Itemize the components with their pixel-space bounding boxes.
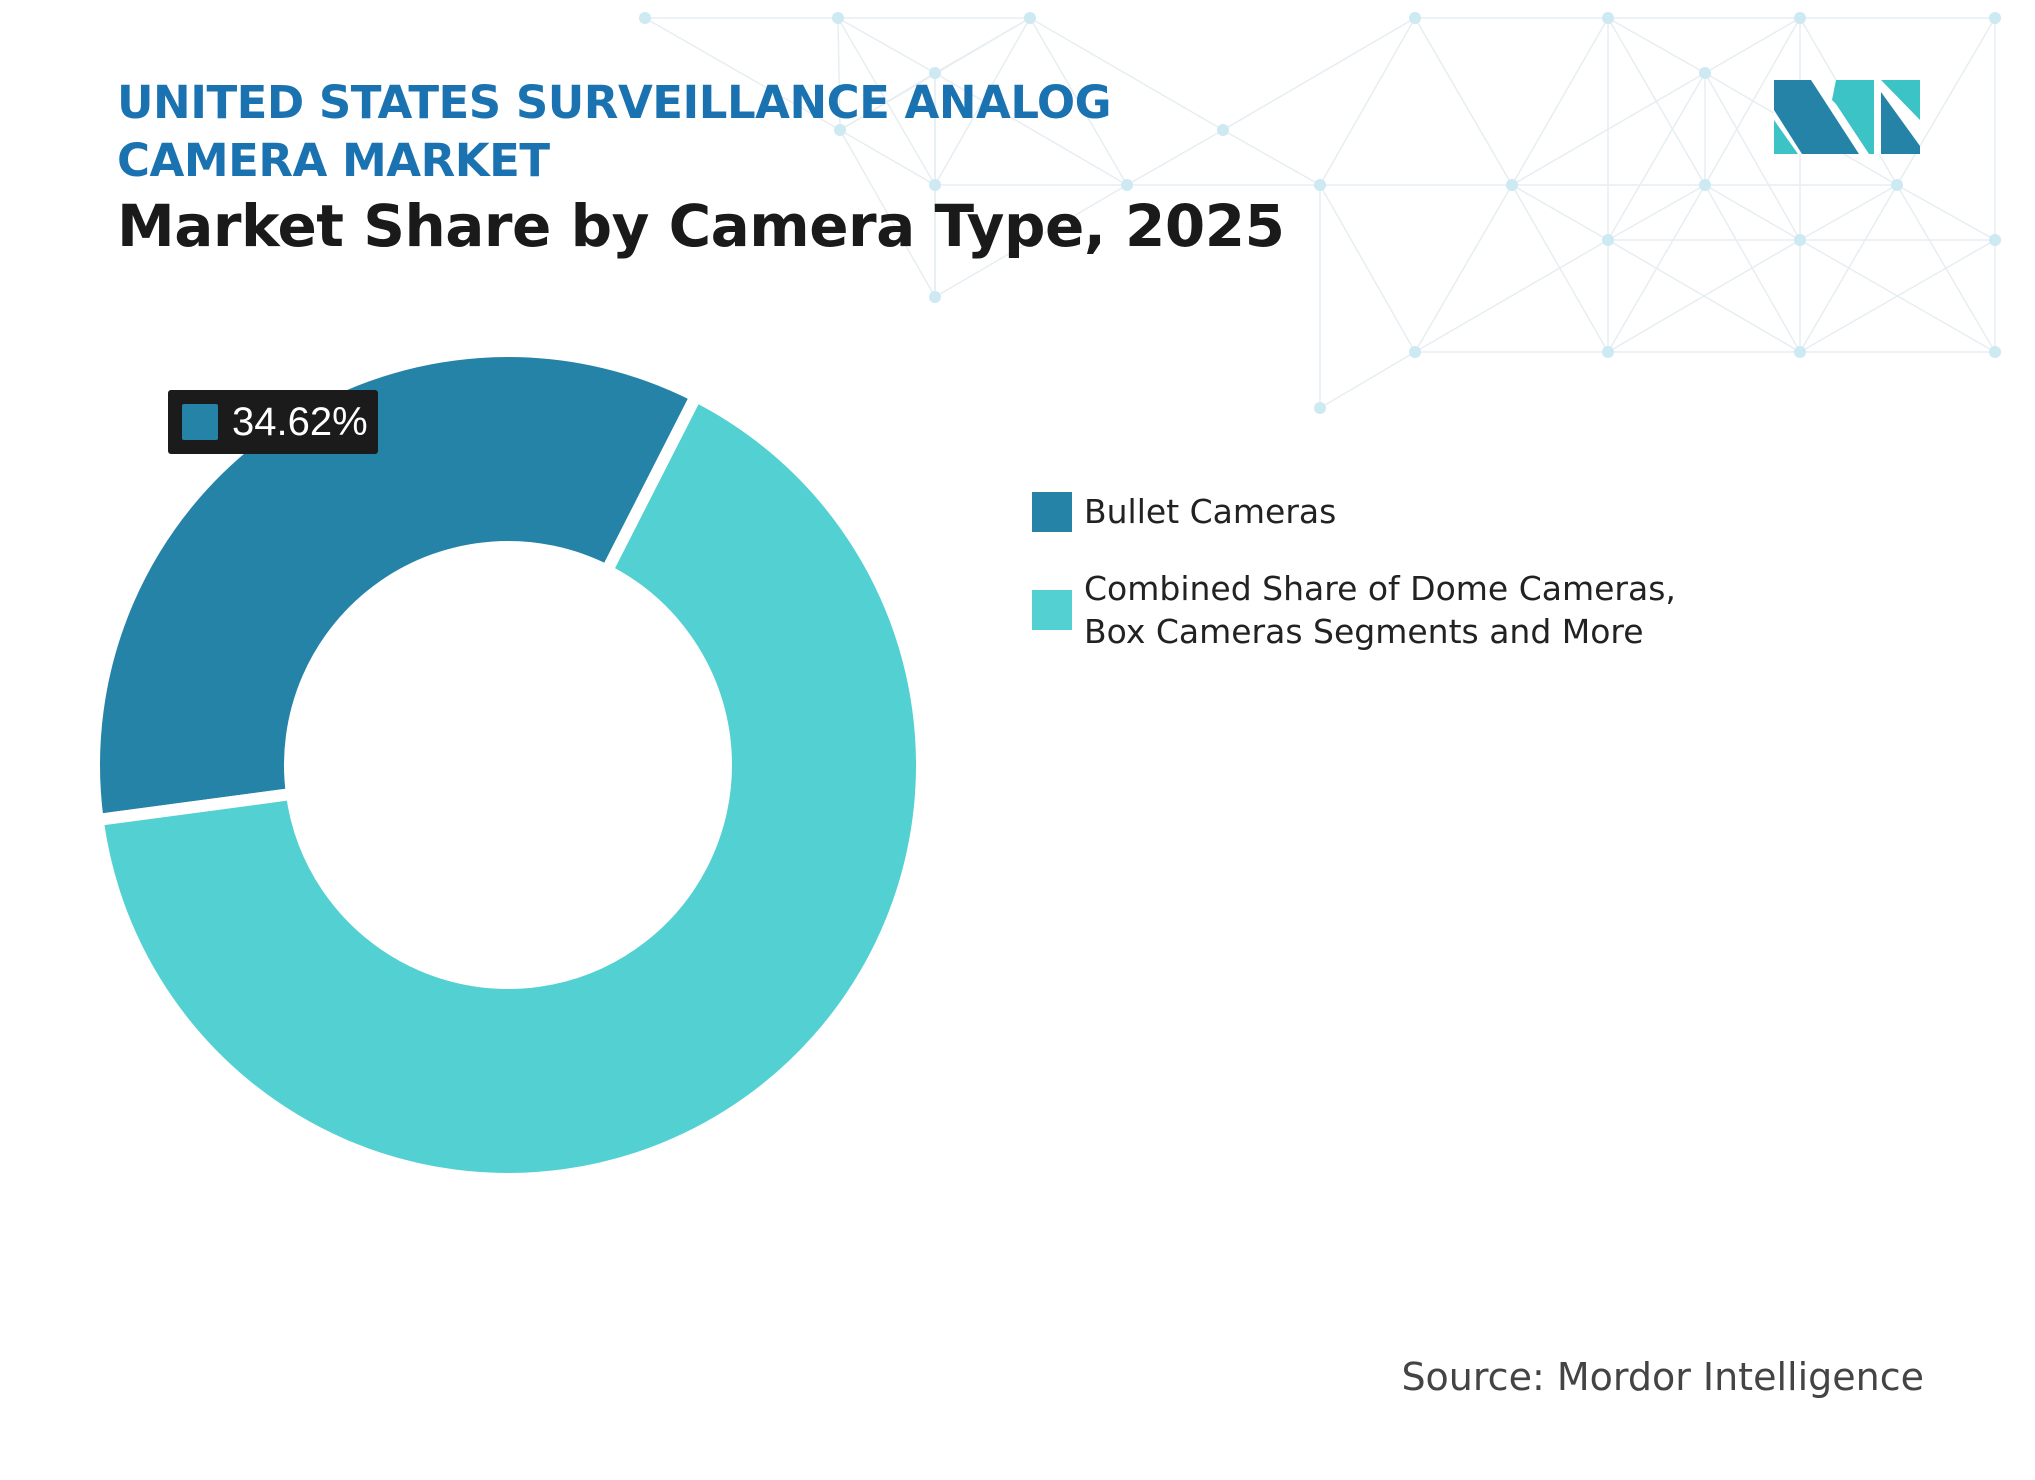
legend: Bullet Cameras Combined Share of Dome Ca…: [1032, 490, 1704, 687]
legend-label: Bullet Cameras: [1084, 492, 1337, 531]
legend-item-combined: Combined Share of Dome Cameras, Box Came…: [1032, 567, 1704, 653]
donut-slice-0: [88, 345, 705, 827]
background-hex-pattern: [639, 12, 2001, 414]
data-label-text: 34.62%: [232, 399, 368, 444]
mordor-logo: [1774, 80, 1920, 154]
legend-label: Combined Share of Dome Cameras, Box Came…: [1084, 569, 1676, 651]
donut-chart: [88, 345, 928, 1185]
legend-swatch: [1032, 491, 1072, 532]
legend-item-bullet: Bullet Cameras: [1032, 490, 1704, 533]
data-label-swatch: [182, 404, 218, 440]
data-label-bullet: 34.62%: [168, 390, 378, 454]
legend-swatch: [1032, 590, 1072, 630]
source-note: Source: Mordor Intelligence: [1401, 1355, 1924, 1399]
chart-title: UNITED STATES SURVEILLANCE ANALOG CAMERA…: [117, 76, 1112, 187]
donut-slice-1: [90, 388, 928, 1185]
chart-subtitle: Market Share by Camera Type, 2025: [117, 192, 1285, 260]
